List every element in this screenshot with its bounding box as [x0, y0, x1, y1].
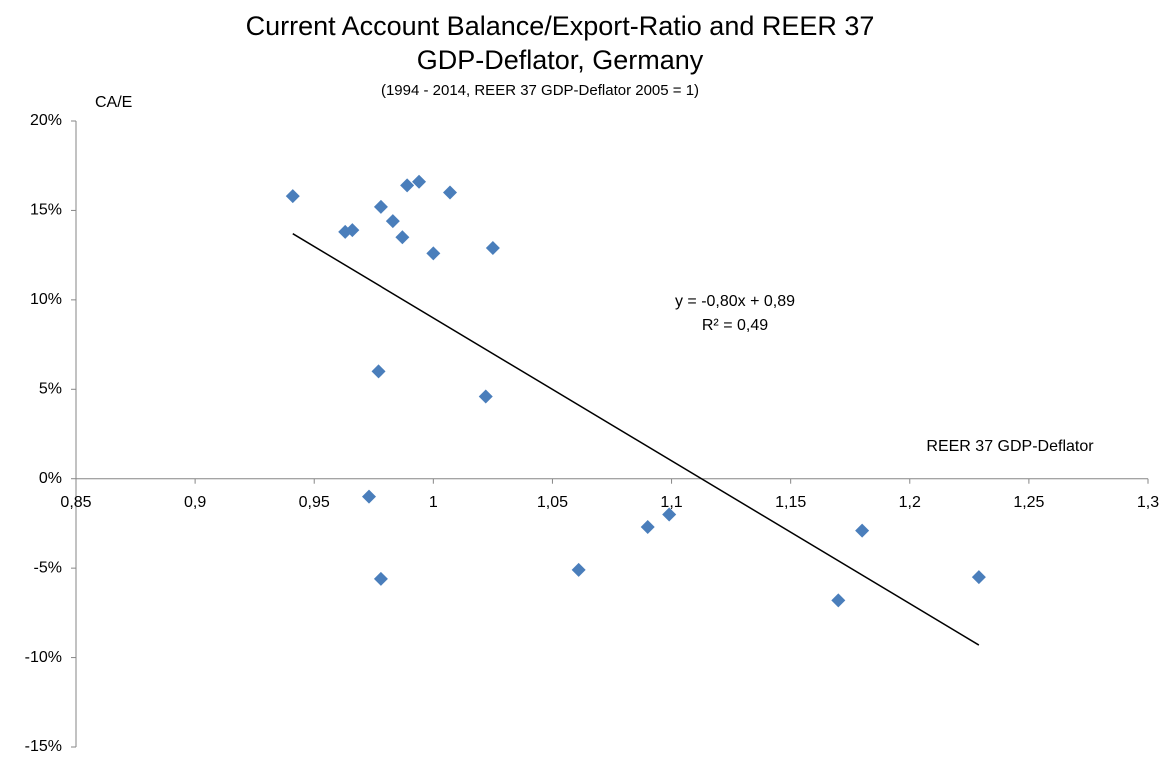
y-axis-label: CA/E	[95, 94, 132, 111]
data-point	[373, 571, 388, 586]
x-tick-label: 1,2	[899, 494, 921, 511]
trendline	[292, 233, 980, 646]
x-tick-label: 0,9	[184, 494, 206, 511]
x-tick-label: 0,95	[299, 494, 330, 511]
chart-subtitle: (1994 - 2014, REER 37 GDP-Deflator 2005 …	[381, 82, 699, 99]
chart-title: Current Account Balance/Export-Ratio and…	[246, 11, 875, 41]
data-point	[855, 523, 870, 538]
data-point	[412, 174, 427, 189]
x-tick-label: 1,3	[1137, 494, 1159, 511]
x-tick-label: 1,05	[537, 494, 568, 511]
data-point	[385, 214, 400, 229]
x-tick-label: 1,1	[660, 494, 682, 511]
x-tick-label: 1,25	[1013, 494, 1044, 511]
chart-title: GDP-Deflator, Germany	[417, 45, 704, 75]
data-point	[831, 593, 846, 608]
x-tick-label: 1	[429, 494, 438, 511]
y-tick-label: -15%	[25, 738, 62, 755]
y-tick-label: -10%	[25, 649, 62, 666]
data-point	[373, 199, 388, 214]
data-point	[371, 364, 386, 379]
data-point	[971, 570, 986, 585]
x-axis-label: REER 37 GDP-Deflator	[926, 438, 1094, 455]
data-point	[640, 520, 655, 535]
data-point	[362, 489, 377, 504]
data-point	[485, 240, 500, 255]
data-point	[285, 189, 300, 204]
y-tick-label: -5%	[34, 559, 62, 576]
data-point	[400, 178, 415, 193]
x-tick-label: 0,85	[60, 494, 91, 511]
y-tick-label: 0%	[39, 470, 62, 487]
y-tick-label: 5%	[39, 381, 62, 398]
x-tick-label: 1,15	[775, 494, 806, 511]
data-point	[571, 562, 586, 577]
trend-r-squared: R² = 0,49	[702, 317, 768, 334]
data-point	[443, 185, 458, 200]
y-tick-label: 15%	[30, 202, 62, 219]
data-point	[395, 230, 410, 245]
data-point	[345, 223, 360, 238]
data-point	[478, 389, 493, 404]
data-point	[426, 246, 441, 261]
y-tick-label: 20%	[30, 112, 62, 129]
data-point	[662, 507, 677, 522]
trend-equation: y = -0,80x + 0,89	[675, 293, 795, 310]
y-tick-label: 10%	[30, 291, 62, 308]
